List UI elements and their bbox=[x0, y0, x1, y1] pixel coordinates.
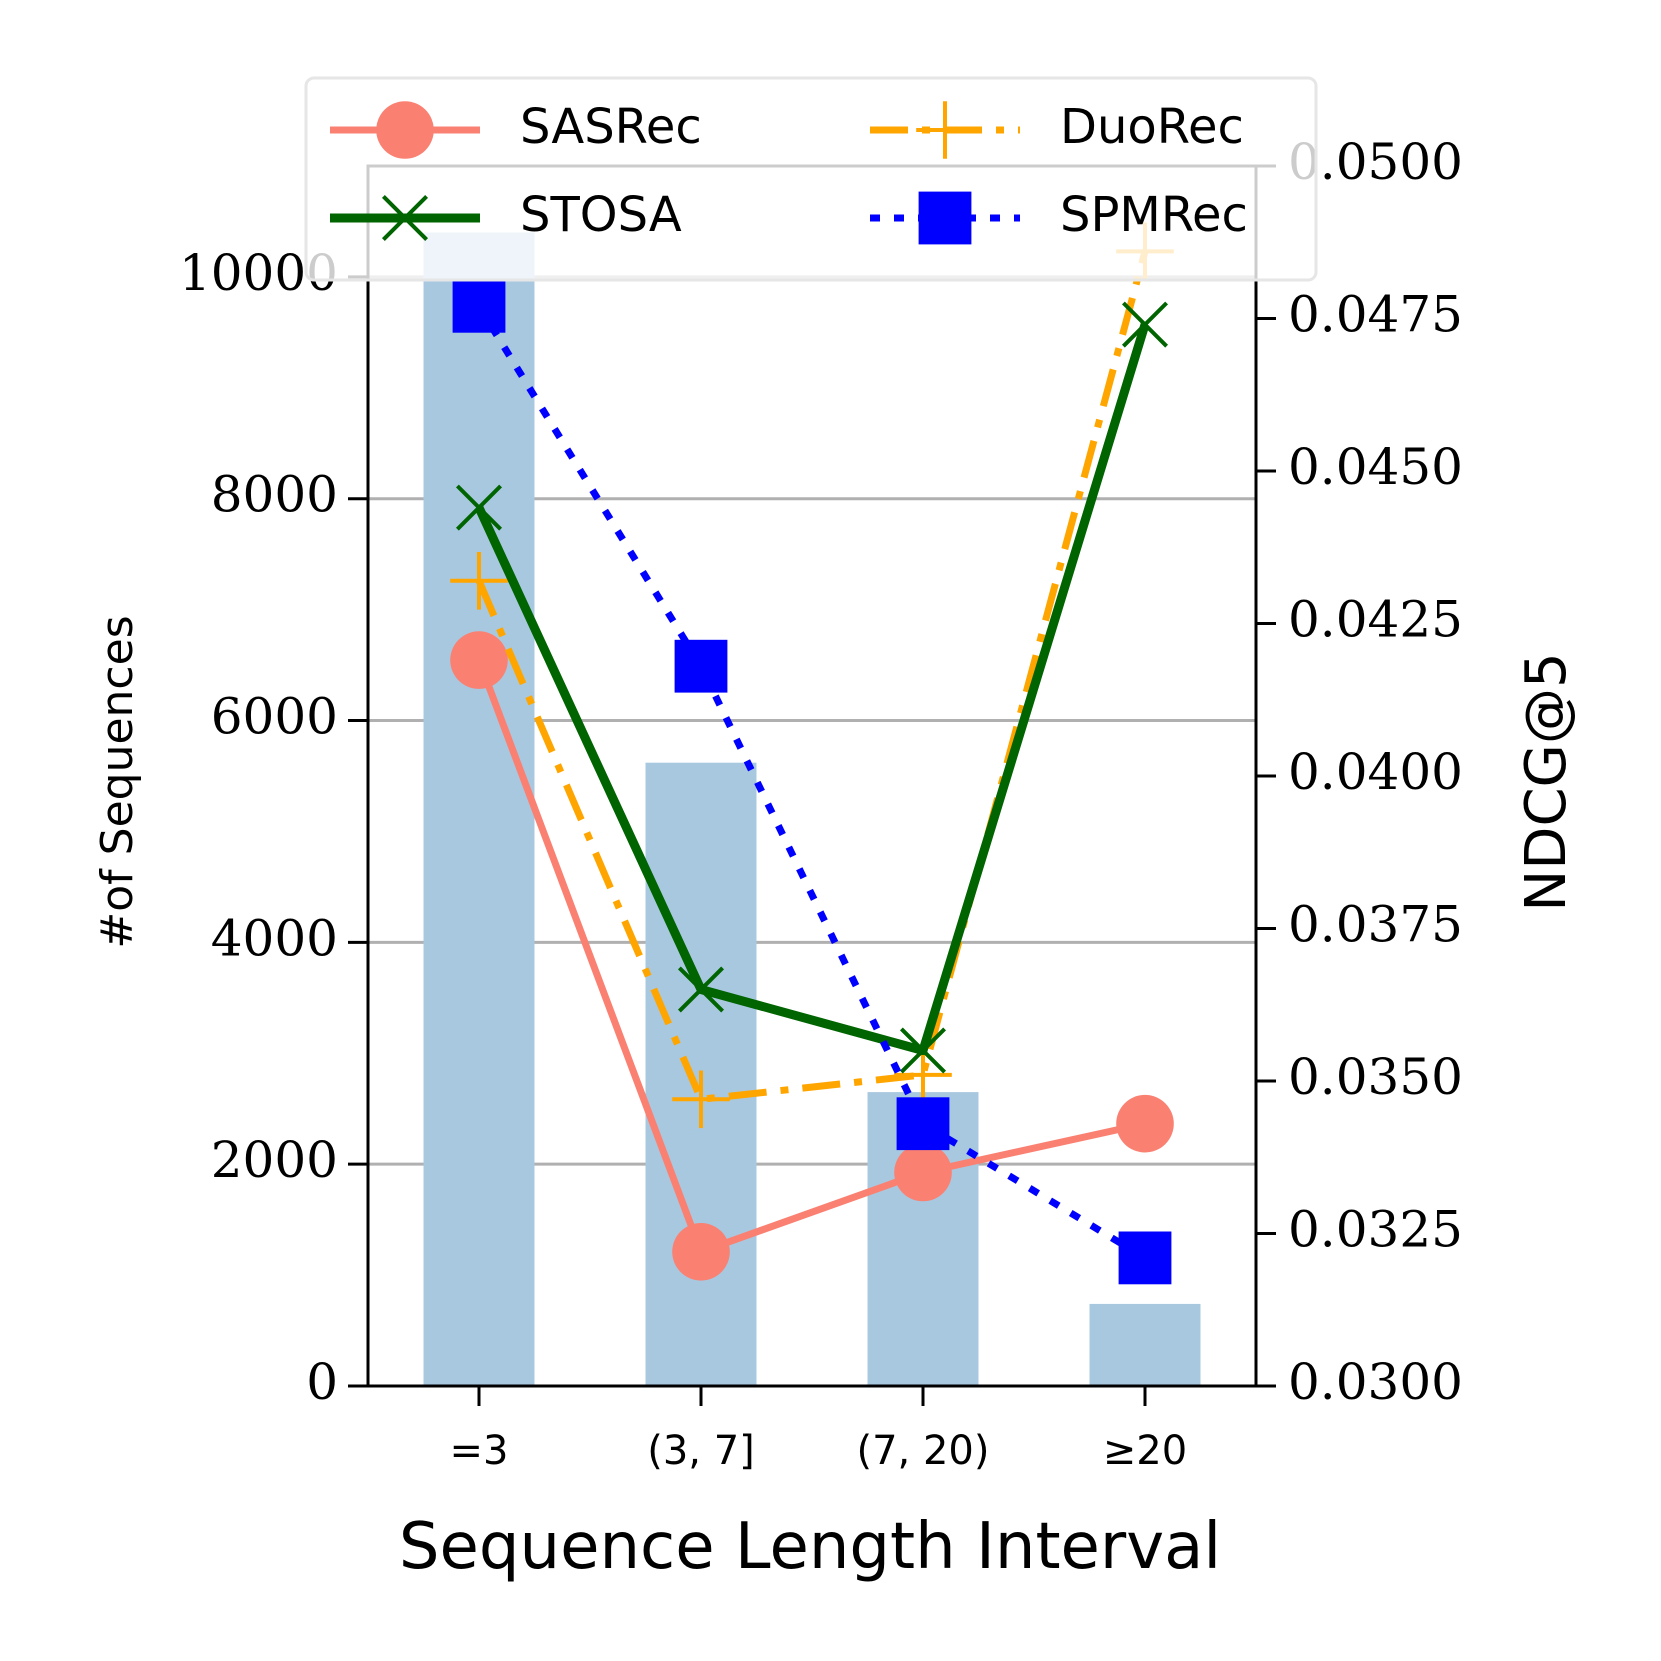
legend-label: SPMRec bbox=[1060, 187, 1248, 243]
bar-series bbox=[423, 232, 1201, 1387]
bar bbox=[423, 232, 535, 1387]
legend-item-duorec: DuoRec bbox=[870, 99, 1244, 159]
y-right-tick-label: 0.0325 bbox=[1288, 1201, 1463, 1259]
y-right-tick-label: 0.0425 bbox=[1288, 591, 1463, 649]
x-axis-title: Sequence Length Interval bbox=[399, 1510, 1221, 1584]
legend-item-stosa: STOSA bbox=[330, 187, 682, 243]
series-line bbox=[476, 304, 1147, 1261]
series-line bbox=[475, 250, 1149, 1103]
series-line bbox=[475, 658, 1146, 1256]
data-point bbox=[894, 1046, 952, 1104]
legend-box bbox=[304, 76, 1318, 282]
data-point bbox=[672, 1223, 730, 1281]
legend-item-sasrec: SASRec bbox=[330, 99, 702, 159]
data-point bbox=[455, 484, 503, 531]
y-left-tick-label: 0 bbox=[306, 1353, 338, 1411]
legend-label: DuoRec bbox=[1060, 99, 1244, 155]
y-left-tick-label: 6000 bbox=[211, 688, 338, 746]
data-point bbox=[452, 279, 506, 333]
data-point bbox=[677, 966, 725, 1013]
legend-label: STOSA bbox=[520, 187, 682, 243]
x-tick-label: (7, 20) bbox=[857, 1428, 990, 1474]
y-right-tick-label: 0.0400 bbox=[1288, 743, 1463, 801]
data-point bbox=[918, 191, 972, 245]
data-point bbox=[674, 639, 728, 693]
legend-label: SASRec bbox=[520, 99, 702, 155]
y-right-tick-label: 0.0450 bbox=[1288, 438, 1463, 496]
y-axis-left-title: #of Sequences bbox=[92, 615, 143, 948]
y-axis-right-title: NDCG@5 bbox=[1514, 652, 1579, 911]
series-line bbox=[474, 323, 1150, 1055]
x-tick-label: ≥20 bbox=[1103, 1428, 1187, 1474]
legend: SASRec DuoRec STOSA SPMRec bbox=[304, 76, 1318, 282]
series-spmrec bbox=[452, 279, 1172, 1285]
data-point bbox=[899, 1027, 947, 1074]
data-point bbox=[450, 552, 508, 610]
data-point bbox=[896, 1097, 950, 1151]
y-left-tick-label: 4000 bbox=[211, 909, 338, 967]
y-right-tick-label: 0.0300 bbox=[1288, 1353, 1463, 1411]
data-point bbox=[1121, 301, 1169, 348]
data-point bbox=[450, 631, 508, 689]
x-tick-label: (3, 7] bbox=[647, 1428, 755, 1474]
x-axis-ticks: =3 (3, 7] (7, 20) ≥20 bbox=[450, 1386, 1187, 1474]
x-tick-label: =3 bbox=[450, 1428, 509, 1474]
data-point bbox=[894, 1143, 952, 1202]
y-left-tick-label: 2000 bbox=[211, 1131, 338, 1189]
y-left-tick-label: 8000 bbox=[211, 466, 338, 524]
series-sasrec bbox=[450, 631, 1174, 1281]
y-right-tick-label: 0.0350 bbox=[1288, 1048, 1463, 1106]
line-series bbox=[450, 222, 1174, 1285]
data-point bbox=[916, 101, 974, 159]
series-stosa bbox=[455, 301, 1169, 1074]
bar bbox=[1089, 1303, 1201, 1386]
y-right-tick-label: 0.0375 bbox=[1288, 896, 1463, 954]
data-point bbox=[1116, 1094, 1174, 1153]
data-point bbox=[672, 1070, 730, 1129]
legend-item-spmrec: SPMRec bbox=[870, 187, 1248, 245]
y-right-tick-label: 0.0475 bbox=[1288, 286, 1463, 344]
data-point bbox=[381, 194, 429, 242]
right-axis-ticks: 0.0300 0.0325 0.0350 0.0375 0.0400 0.0425 0.04… bbox=[1256, 133, 1463, 1411]
data-point bbox=[376, 101, 434, 159]
data-point bbox=[1118, 1231, 1172, 1285]
